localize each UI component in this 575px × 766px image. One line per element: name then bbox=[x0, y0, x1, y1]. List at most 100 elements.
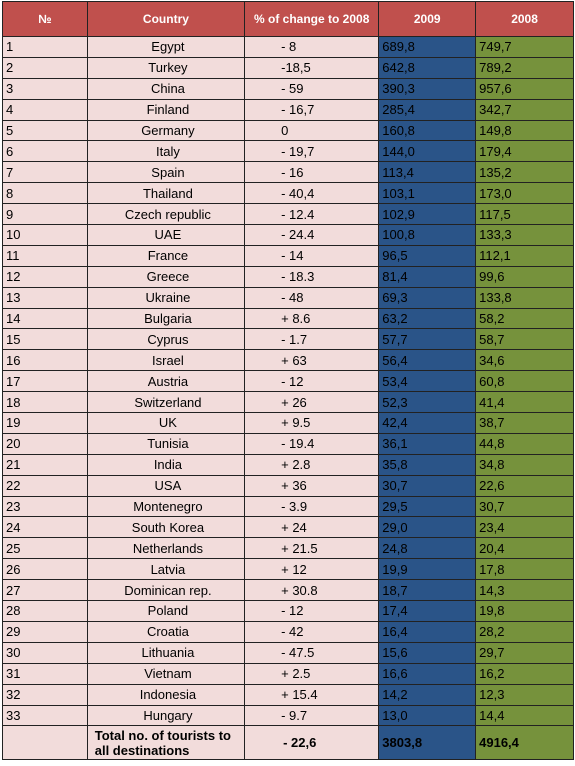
row-number: 31 bbox=[2, 662, 88, 685]
country-name: Finland bbox=[86, 98, 246, 121]
value-2009: 285,4 bbox=[378, 98, 477, 121]
value-2009: 13,0 bbox=[378, 704, 477, 727]
table-row: 16 Israel + 63 56,4 34,6 bbox=[2, 349, 574, 372]
percent-change: - 16 bbox=[244, 161, 380, 184]
value-2008: 34,8 bbox=[475, 453, 574, 476]
table-row: 29 Croatia - 42 16,4 28,2 bbox=[2, 620, 574, 643]
value-2008: 12,3 bbox=[475, 683, 574, 706]
percent-change: -18,5 bbox=[244, 56, 380, 79]
table-row: 10 UAE - 24.4 100,8 133,3 bbox=[2, 224, 574, 246]
table-row: 13 Ukraine - 48 69,3 133,8 bbox=[2, 286, 574, 309]
country-name: Switzerland bbox=[86, 391, 246, 414]
value-2009: 30,7 bbox=[378, 474, 477, 497]
value-2008: 749,7 bbox=[475, 36, 574, 58]
row-number: 19 bbox=[2, 412, 88, 434]
country-name: China bbox=[86, 77, 246, 100]
country-name: UAE bbox=[86, 224, 246, 246]
value-2009: 29,5 bbox=[378, 495, 477, 518]
row-number: 8 bbox=[2, 182, 88, 205]
value-2009: 390,3 bbox=[378, 77, 477, 100]
row-number: 32 bbox=[2, 683, 88, 706]
row-number: 28 bbox=[2, 600, 88, 622]
country-name: Poland bbox=[86, 600, 246, 622]
table-row: 23 Montenegro - 3.9 29,5 30,7 bbox=[2, 495, 574, 518]
row-number: 12 bbox=[2, 265, 88, 288]
country-name: Egypt bbox=[86, 36, 246, 58]
row-number: 29 bbox=[2, 620, 88, 643]
value-2008: 149,8 bbox=[475, 119, 574, 142]
value-2009: 17,4 bbox=[378, 600, 477, 622]
value-2009: 15,6 bbox=[378, 641, 477, 664]
value-2009: 24,8 bbox=[378, 537, 477, 560]
total-row: Total no. of tourists to all destination… bbox=[2, 725, 574, 761]
header-2008: 2008 bbox=[475, 1, 574, 37]
value-2009: 144,0 bbox=[378, 140, 477, 163]
value-2008: 179,4 bbox=[475, 140, 574, 163]
percent-change: - 48 bbox=[244, 286, 380, 309]
value-2008: 58,7 bbox=[475, 328, 574, 351]
value-2008: 133,3 bbox=[475, 224, 574, 246]
percent-change: + 30.8 bbox=[244, 579, 380, 602]
value-2009: 19,9 bbox=[378, 558, 477, 581]
header-num: № bbox=[2, 1, 88, 37]
percent-change: + 36 bbox=[244, 474, 380, 497]
total-change: - 22,6 bbox=[244, 725, 380, 761]
header-2009: 2009 bbox=[378, 1, 477, 37]
table-row: 33 Hungary - 9.7 13,0 14,4 bbox=[2, 704, 574, 727]
percent-change: - 14 bbox=[244, 244, 380, 267]
value-2008: 19,8 bbox=[475, 600, 574, 622]
value-2009: 18,7 bbox=[378, 579, 477, 602]
country-name: Indonesia bbox=[86, 683, 246, 706]
value-2008: 30,7 bbox=[475, 495, 574, 518]
value-2009: 103,1 bbox=[378, 182, 477, 205]
country-name: Dominican rep. bbox=[86, 579, 246, 602]
row-number: 24 bbox=[2, 516, 88, 539]
total-2008: 4916,4 bbox=[475, 725, 574, 761]
total-num-cell bbox=[2, 725, 88, 761]
table-row: 8 Thailand - 40,4 103,1 173,0 bbox=[2, 182, 574, 205]
percent-change: - 9.7 bbox=[244, 704, 380, 727]
header-change: % of change to 2008 bbox=[244, 1, 380, 37]
percent-change: - 19,7 bbox=[244, 140, 380, 163]
value-2008: 17,8 bbox=[475, 558, 574, 581]
header-row: № Country % of change to 2008 2009 2008 bbox=[2, 1, 574, 37]
value-2008: 117,5 bbox=[475, 203, 574, 226]
value-2009: 100,8 bbox=[378, 224, 477, 246]
total-label: Total no. of tourists to all destination… bbox=[86, 725, 246, 761]
row-number: 1 bbox=[2, 36, 88, 58]
table-row: 11 France - 14 96,5 112,1 bbox=[2, 244, 574, 267]
percent-change: - 16,7 bbox=[244, 98, 380, 121]
table-row: 12 Greece - 18.3 81,4 99,6 bbox=[2, 265, 574, 288]
percent-change: - 12 bbox=[244, 370, 380, 393]
country-name: South Korea bbox=[86, 516, 246, 539]
value-2008: 342,7 bbox=[475, 98, 574, 121]
value-2008: 20,4 bbox=[475, 537, 574, 560]
value-2008: 133,8 bbox=[475, 286, 574, 309]
value-2008: 22,6 bbox=[475, 474, 574, 497]
percent-change: + 8.6 bbox=[244, 307, 380, 330]
country-name: India bbox=[86, 453, 246, 476]
value-2009: 113,4 bbox=[378, 161, 477, 184]
row-number: 13 bbox=[2, 286, 88, 309]
percent-change: - 59 bbox=[244, 77, 380, 100]
table-body: 1 Egypt - 8 689,8 749,7 2 Turkey -18,5 642,8 789,… bbox=[2, 36, 574, 761]
value-2009: 642,8 bbox=[378, 56, 477, 79]
value-2009: 29,0 bbox=[378, 516, 477, 539]
row-number: 2 bbox=[2, 56, 88, 79]
row-number: 10 bbox=[2, 224, 88, 246]
percent-change: - 40,4 bbox=[244, 182, 380, 205]
row-number: 27 bbox=[2, 579, 88, 602]
value-2008: 60,8 bbox=[475, 370, 574, 393]
value-2008: 38,7 bbox=[475, 412, 574, 434]
row-number: 4 bbox=[2, 98, 88, 121]
row-number: 30 bbox=[2, 641, 88, 664]
percent-change: + 63 bbox=[244, 349, 380, 372]
value-2009: 52,3 bbox=[378, 391, 477, 414]
value-2009: 102,9 bbox=[378, 203, 477, 226]
country-name: USA bbox=[86, 474, 246, 497]
percent-change: - 3.9 bbox=[244, 495, 380, 518]
country-name: France bbox=[86, 244, 246, 267]
country-name: Austria bbox=[86, 370, 246, 393]
percent-change: + 2.8 bbox=[244, 453, 380, 476]
row-number: 15 bbox=[2, 328, 88, 351]
